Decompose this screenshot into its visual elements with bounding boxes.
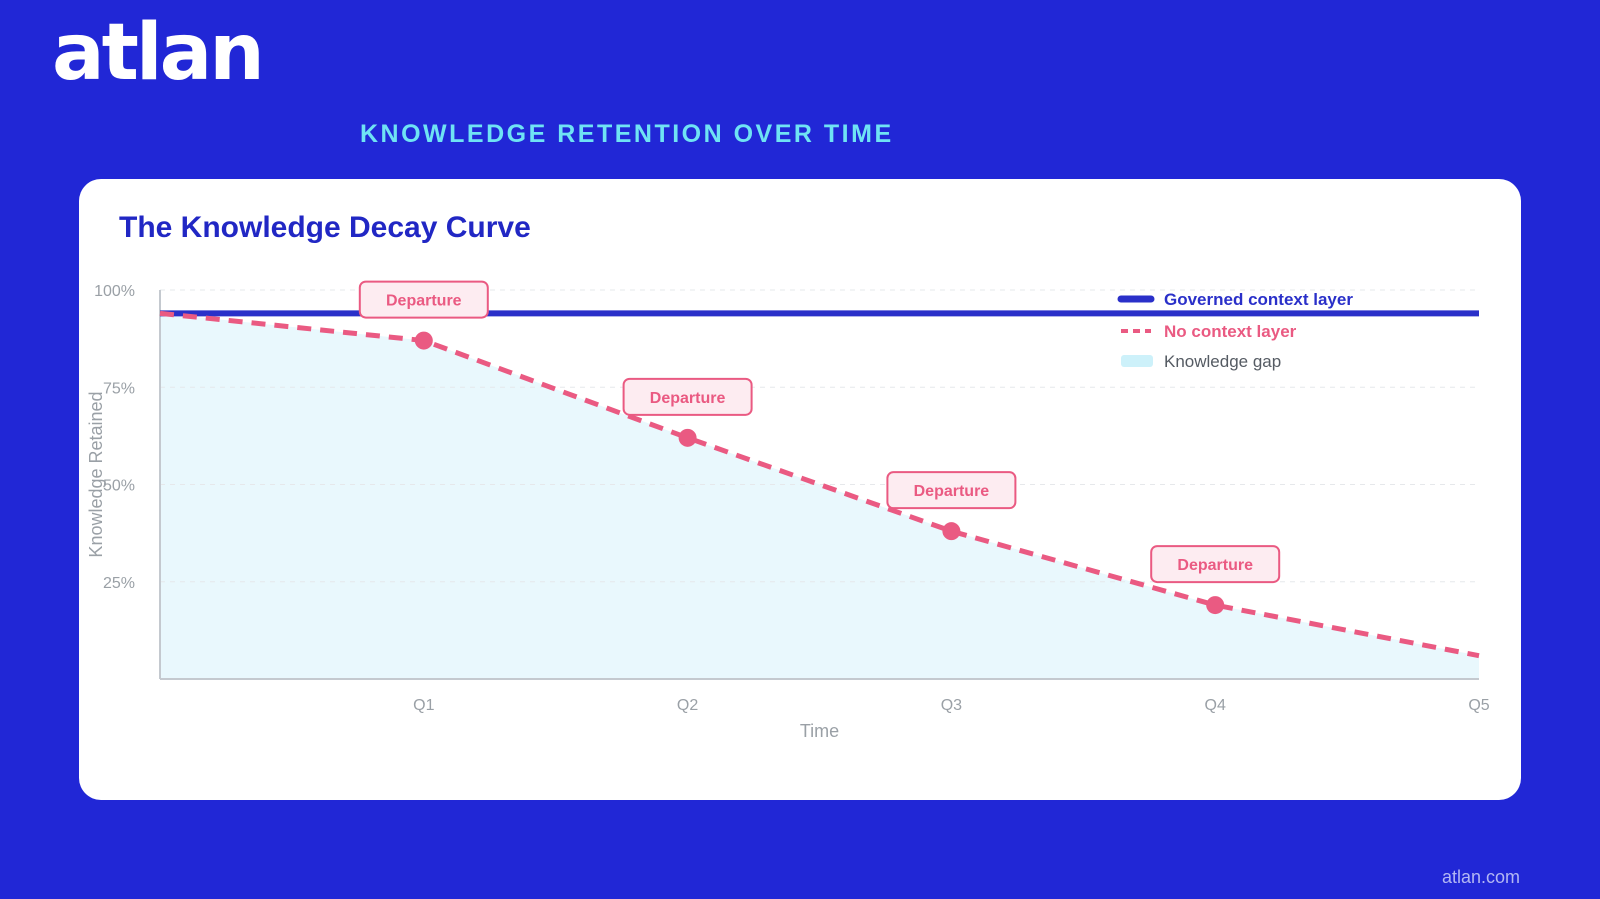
y-tick-label: 50% [103,478,135,495]
x-tick-label: Q3 [941,697,962,714]
annotation-box [622,377,753,416]
annotation-label: Departure [1177,557,1253,574]
legend: Governed context layer No context layer Kn… [1117,290,1353,371]
decay-chart: 100% 75% 50% 25% Q1 Q2 Q3 Q4 Q5 Time Knowledge Ret… [86,280,1490,741]
departure-point [1206,596,1225,615]
y-tick-label: 25% [103,575,135,592]
section-kicker: KNOWLEDGE RETENTION OVER TIME [360,120,894,148]
annotation-label: Departure [914,483,990,500]
annotation-label: Departure [386,293,462,310]
y-tick-label: 75% [103,380,135,397]
departure-annotation: Departure [1150,545,1281,584]
atlan-logo: atlan [52,8,265,98]
legend-no-context-label: No context layer [1164,322,1297,341]
legend-gap-swatch [1121,355,1153,367]
y-axis-title: Knowledge Retained [86,391,106,557]
chart-card: The Knowledge Decay Curve 100% 75% 50% 25% Q… [79,179,1521,800]
legend-governed-label: Governed context layer [1164,290,1353,309]
x-tick-label: Q4 [1205,697,1226,714]
knowledge-gap-area [160,313,1479,679]
annotation-box [1150,545,1281,584]
departure-annotation: Departure [358,280,489,319]
departure-point [942,522,961,541]
departure-point [678,428,697,447]
footer-url[interactable]: atlan.com [1441,867,1520,887]
x-tick-label: Q1 [413,697,434,714]
departure-annotation: Departure [622,377,753,416]
legend-gap-label: Knowledge gap [1164,352,1281,371]
x-tick-label: Q2 [677,697,698,714]
chart-title: The Knowledge Decay Curve [119,211,531,244]
annotation-label: Departure [650,390,726,407]
x-axis-title: Time [800,721,839,741]
x-tick-label: Q5 [1468,697,1489,714]
departure-point [414,331,433,350]
y-tick-label: 100% [94,283,135,300]
annotation-box [886,471,1017,510]
departure-annotation: Departure [886,471,1017,510]
annotation-box [358,280,489,319]
